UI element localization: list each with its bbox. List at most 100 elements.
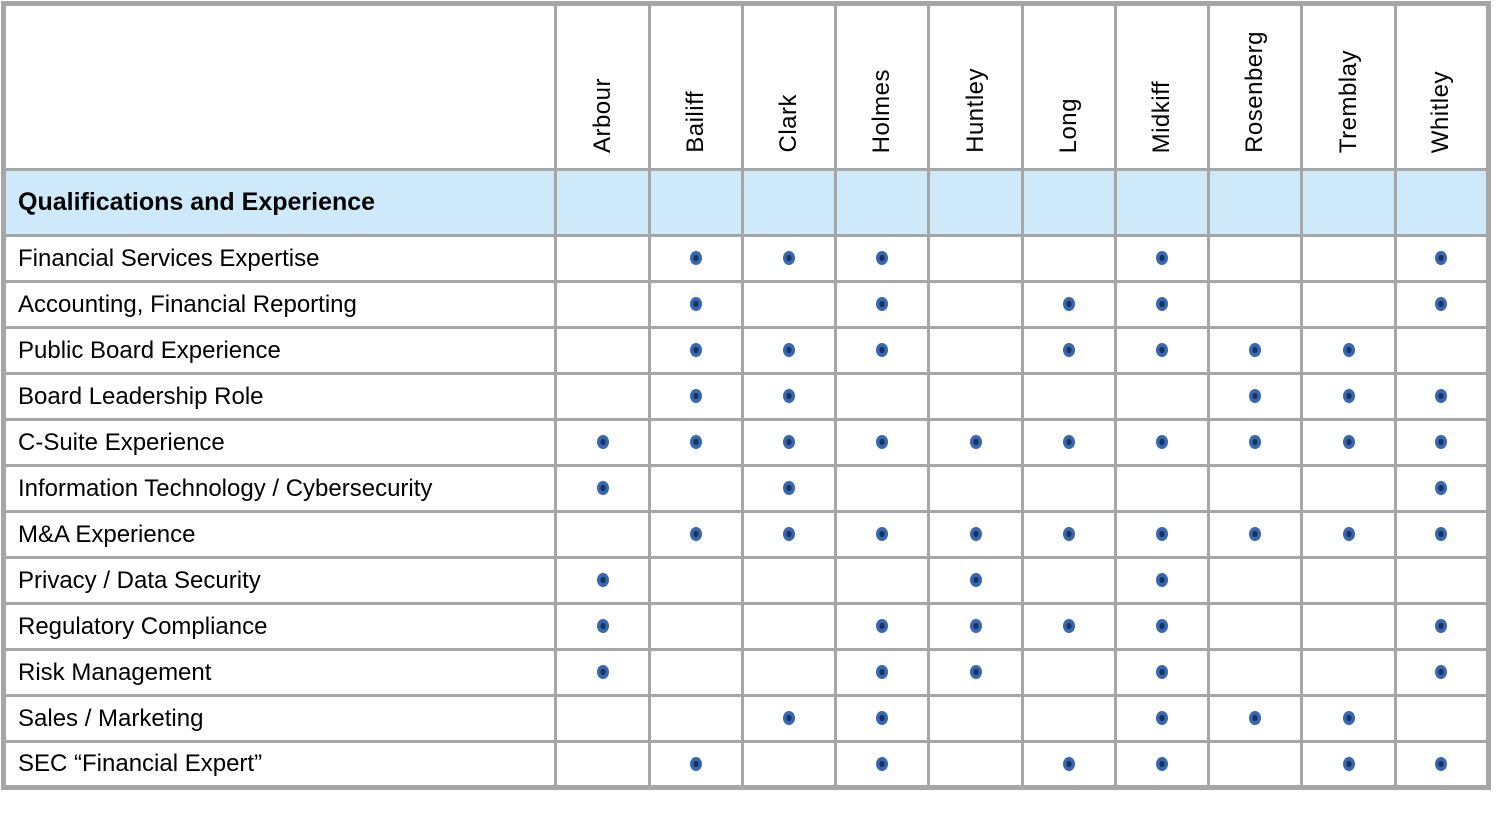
mark-cell-filled — [1113, 234, 1211, 283]
qualification-dot-icon — [596, 435, 609, 450]
mark-cell-empty — [1300, 234, 1397, 283]
mark-cell-empty — [740, 556, 838, 605]
mark-cell-filled — [1207, 694, 1304, 743]
mark-cell-empty — [740, 740, 838, 789]
section-header-cell — [1207, 168, 1304, 237]
mark-cell-filled — [740, 234, 838, 283]
qualification-dot-icon — [876, 251, 889, 266]
mark-cell-filled — [1393, 740, 1491, 789]
qualification-row: Sales / Marketing — [1, 694, 1491, 743]
qualification-dot-icon — [1156, 711, 1169, 726]
mark-cell-filled — [1207, 326, 1304, 375]
qualification-dot-icon — [596, 573, 609, 588]
mark-cell-empty — [927, 740, 1024, 789]
section-header-cell — [1113, 168, 1211, 237]
qualification-dot-icon — [1435, 527, 1448, 542]
mark-cell-filled — [1393, 372, 1491, 421]
qualification-dot-icon — [783, 711, 796, 726]
qualification-dot-icon — [596, 619, 609, 634]
mark-cell-filled — [834, 740, 931, 789]
section-header: Qualifications and Experience — [1, 168, 558, 237]
qualification-row: Regulatory Compliance — [1, 602, 1491, 651]
qualification-dot-icon — [1062, 343, 1075, 358]
mark-cell-empty — [1300, 280, 1397, 329]
row-label: M&A Experience — [1, 510, 558, 559]
qualification-dot-icon — [1435, 619, 1448, 634]
qualification-dot-icon — [1435, 481, 1448, 496]
mark-cell-filled — [927, 602, 1024, 651]
mark-cell-empty — [1207, 556, 1304, 605]
qualification-dot-icon — [689, 389, 702, 404]
row-label: Accounting, Financial Reporting — [1, 280, 558, 329]
matrix-header: Arbour Bailiff Clark Holmes Huntley Long Midki… — [1, 2, 1491, 237]
mark-cell-empty — [1020, 648, 1117, 697]
qualification-dot-icon — [689, 251, 702, 266]
mark-cell-empty — [740, 280, 838, 329]
mark-cell-filled — [554, 556, 651, 605]
qualification-dot-icon — [689, 343, 702, 358]
mark-cell-empty — [740, 648, 838, 697]
qualification-dot-icon — [1062, 297, 1075, 312]
column-header-label: Rosenberg — [1241, 31, 1269, 153]
mark-cell-empty — [1300, 602, 1397, 651]
mark-cell-empty — [1207, 602, 1304, 651]
mark-cell-empty — [1300, 648, 1397, 697]
mark-cell-filled — [740, 326, 838, 375]
qualification-dot-icon — [1342, 435, 1355, 450]
section-header-cell — [554, 168, 651, 237]
qualification-dot-icon — [783, 527, 796, 542]
mark-cell-filled — [1393, 234, 1491, 283]
mark-cell-empty — [554, 740, 651, 789]
column-header-label: Huntley — [961, 68, 989, 153]
mark-cell-empty — [740, 602, 838, 651]
mark-cell-empty — [647, 694, 744, 743]
mark-cell-empty — [834, 464, 931, 513]
mark-cell-empty — [647, 464, 744, 513]
row-label: Risk Management — [1, 648, 558, 697]
section-header-cell — [1300, 168, 1397, 237]
column-header-midkiff: Midkiff — [1113, 2, 1211, 171]
mark-cell-filled — [647, 326, 744, 375]
row-label: Regulatory Compliance — [1, 602, 558, 651]
mark-cell-empty — [554, 326, 651, 375]
mark-cell-filled — [1113, 740, 1211, 789]
mark-cell-filled — [1113, 694, 1211, 743]
mark-cell-filled — [1207, 510, 1304, 559]
qualification-dot-icon — [969, 527, 982, 542]
mark-cell-filled — [927, 648, 1024, 697]
qualification-row: Risk Management — [1, 648, 1491, 697]
column-header-long: Long — [1020, 2, 1117, 171]
qualification-dot-icon — [1249, 343, 1262, 358]
column-header-label: Long — [1054, 97, 1082, 153]
mark-cell-filled — [1300, 418, 1397, 467]
qualification-dot-icon — [1062, 527, 1075, 542]
qualification-dot-icon — [1062, 756, 1075, 771]
mark-cell-empty — [1113, 372, 1211, 421]
qualification-dot-icon — [1435, 389, 1448, 404]
row-label: Board Leadership Role — [1, 372, 558, 421]
column-header-label: Tremblay — [1334, 49, 1362, 153]
qualification-dot-icon — [689, 297, 702, 312]
mark-cell-filled — [1300, 694, 1397, 743]
mark-cell-filled — [554, 418, 651, 467]
section-header-cell — [834, 168, 931, 237]
mark-cell-empty — [647, 602, 744, 651]
column-header-label: Clark — [775, 94, 803, 153]
mark-cell-empty — [927, 372, 1024, 421]
qualification-dot-icon — [596, 665, 609, 680]
column-header-huntley: Huntley — [927, 2, 1024, 171]
mark-cell-empty — [927, 280, 1024, 329]
qualification-dot-icon — [1156, 619, 1169, 634]
row-label: SEC “Financial Expert” — [1, 740, 558, 789]
mark-cell-empty — [647, 556, 744, 605]
mark-cell-empty — [554, 694, 651, 743]
qualification-dot-icon — [876, 527, 889, 542]
qualification-dot-icon — [1249, 389, 1262, 404]
qualification-dot-icon — [783, 389, 796, 404]
column-header-tremblay: Tremblay — [1300, 2, 1397, 171]
qualification-row: Accounting, Financial Reporting — [1, 280, 1491, 329]
section-header-cell — [927, 168, 1024, 237]
mark-cell-filled — [740, 418, 838, 467]
mark-cell-filled — [834, 280, 931, 329]
qualification-dot-icon — [1156, 756, 1169, 771]
